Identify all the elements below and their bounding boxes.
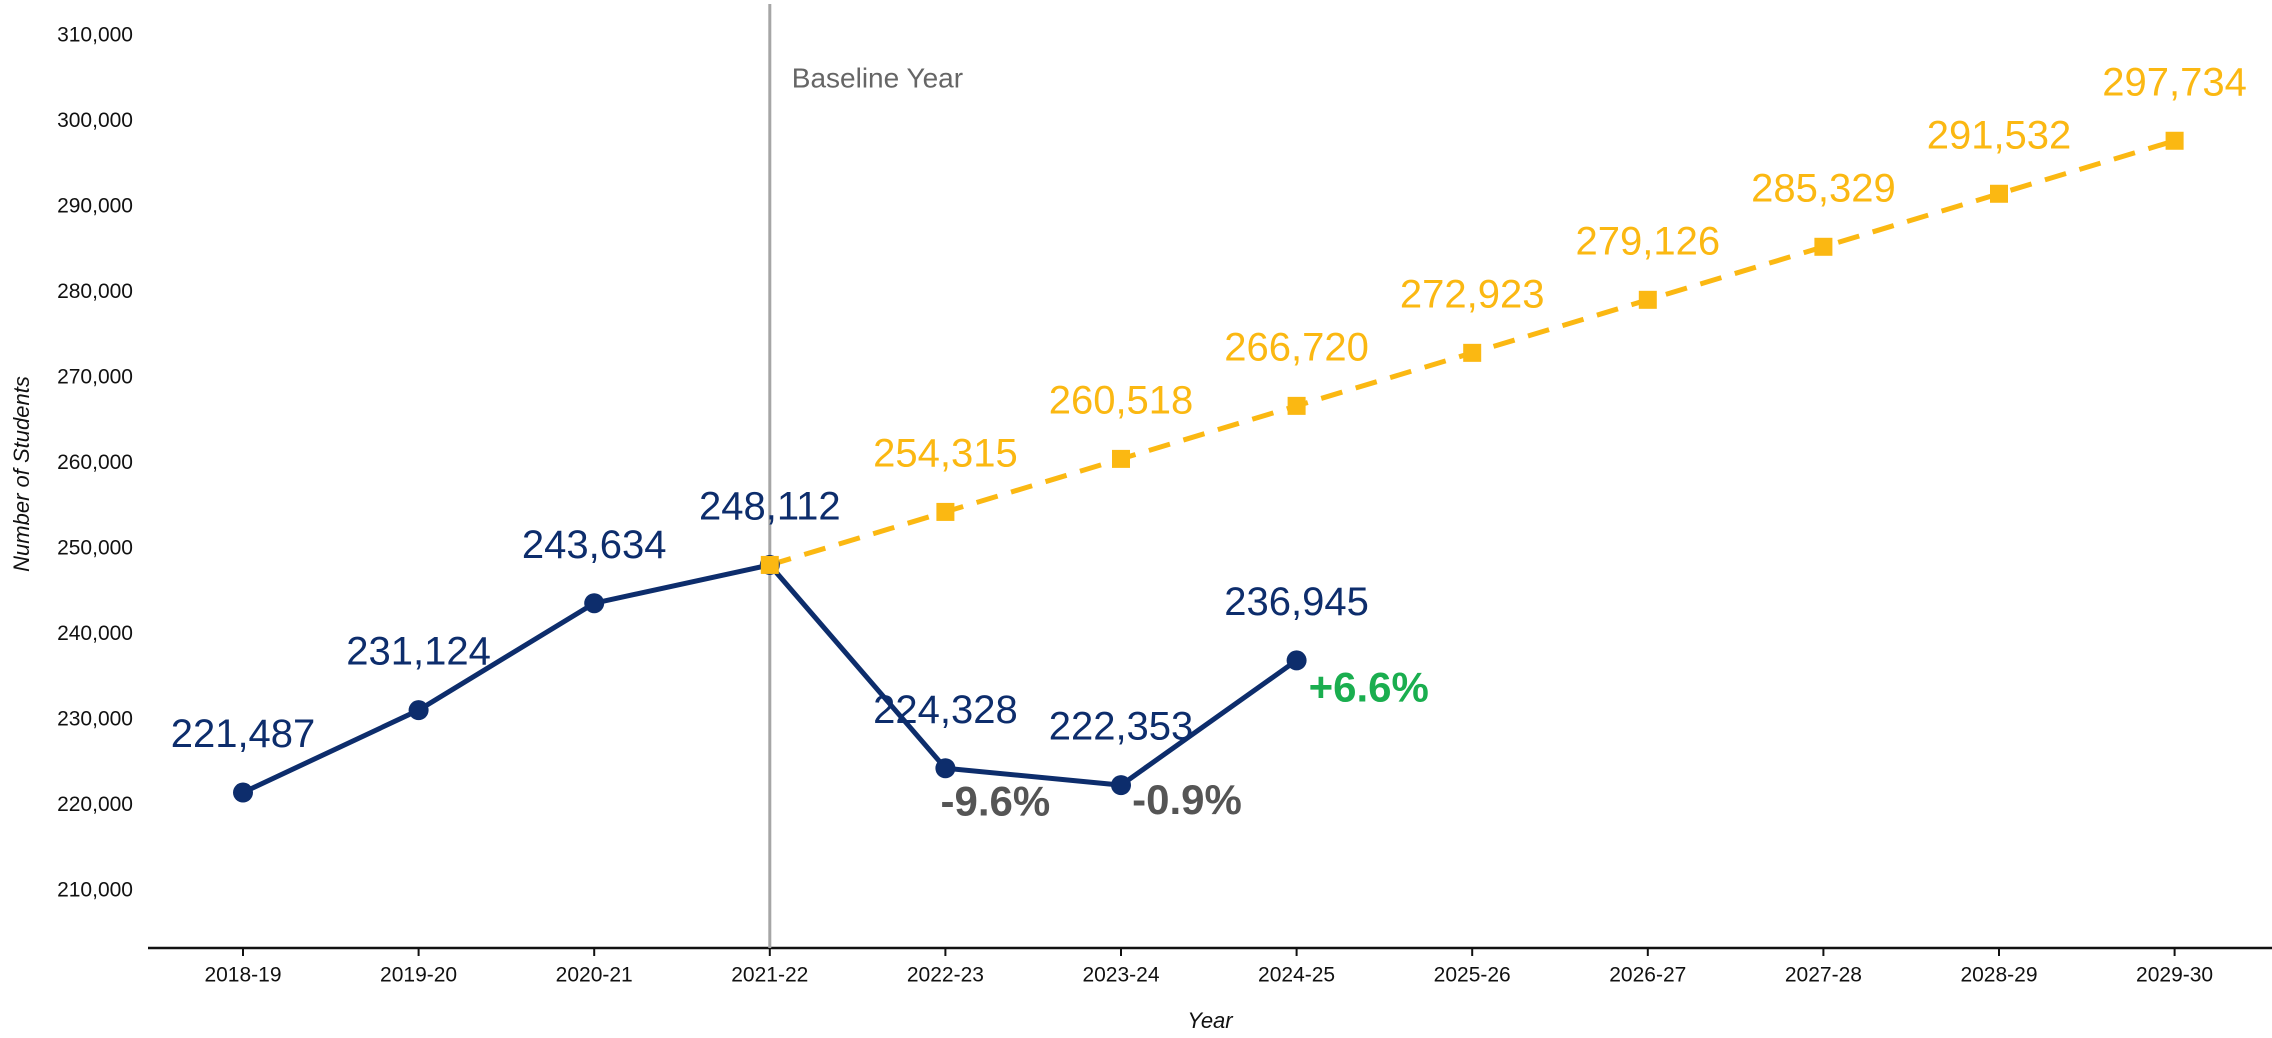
marker xyxy=(1814,237,1833,256)
data-label: 243,634 xyxy=(522,523,667,567)
y-tick-label: 210,000 xyxy=(57,878,133,901)
y-tick-label: 220,000 xyxy=(57,793,133,816)
marker xyxy=(760,555,779,574)
y-tick-label: 230,000 xyxy=(57,707,133,730)
x-tick-label: 2029-30 xyxy=(2136,964,2213,987)
data-label: 260,518 xyxy=(1049,378,1194,422)
marker xyxy=(1111,775,1131,796)
data-label: 254,315 xyxy=(873,431,1018,475)
marker xyxy=(935,758,956,779)
annotation: -9.6% xyxy=(941,777,1051,824)
marker xyxy=(1286,650,1307,671)
data-label: 285,329 xyxy=(1751,166,1896,210)
marker xyxy=(584,593,605,614)
data-label: 279,126 xyxy=(1576,219,1721,263)
y-tick-label: 270,000 xyxy=(57,365,133,388)
data-label: 236,945 xyxy=(1224,580,1369,624)
x-tick-label: 2020-21 xyxy=(556,964,633,987)
marker xyxy=(1112,449,1130,468)
marker xyxy=(1463,343,1482,362)
y-tick-label: 240,000 xyxy=(57,622,133,645)
y-tick-label: 250,000 xyxy=(57,536,133,559)
marker xyxy=(2165,131,2184,150)
marker xyxy=(1287,396,1306,415)
annotation: +6.6% xyxy=(1309,663,1429,710)
x-tick-label: 2028-29 xyxy=(1960,964,2037,987)
y-tick-label: 300,000 xyxy=(57,109,133,132)
annotation: -0.9% xyxy=(1132,776,1242,823)
data-label: 222,353 xyxy=(1049,705,1194,749)
data-label: 224,328 xyxy=(873,688,1018,732)
marker xyxy=(936,502,955,521)
x-tick-label: 2023-24 xyxy=(1082,964,1159,987)
x-tick-label: 2027-28 xyxy=(1785,964,1862,987)
marker xyxy=(233,782,253,803)
y-tick-label: 280,000 xyxy=(57,280,133,303)
marker xyxy=(1990,184,2008,203)
marker xyxy=(1638,290,1657,309)
x-tick-label: 2018-19 xyxy=(204,964,281,987)
data-label: 248,112 xyxy=(699,484,841,528)
y-tick-label: 310,000 xyxy=(57,23,133,46)
x-tick-label: 2026-27 xyxy=(1609,964,1686,987)
data-label: 272,923 xyxy=(1400,272,1545,316)
marker xyxy=(408,700,429,721)
y-axis-title: Number of Students xyxy=(9,376,34,572)
data-label: 297,734 xyxy=(2102,60,2247,104)
y-tick-label: 260,000 xyxy=(57,451,133,474)
data-label: 231,124 xyxy=(346,630,491,674)
x-tick-label: 2022-23 xyxy=(907,964,984,987)
y-tick-label: 290,000 xyxy=(57,194,133,217)
data-label: 221,487 xyxy=(171,712,316,756)
x-tick-label: 2021-22 xyxy=(731,964,808,987)
data-label: 291,532 xyxy=(1927,113,2072,157)
x-axis-title: Year xyxy=(1187,1008,1234,1033)
x-tick-label: 2019-20 xyxy=(380,964,457,987)
x-tick-label: 2025-26 xyxy=(1434,964,1511,987)
baseline-label: Baseline Year xyxy=(792,62,963,93)
data-label: 266,720 xyxy=(1224,325,1369,369)
x-tick-label: 2024-25 xyxy=(1258,964,1335,987)
